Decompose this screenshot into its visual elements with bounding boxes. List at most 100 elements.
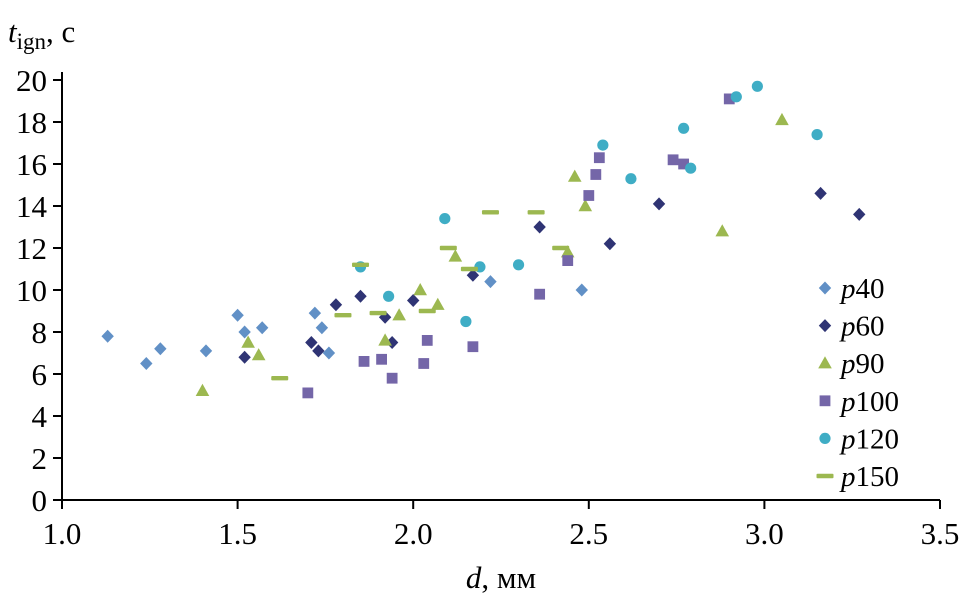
data-point-p90 xyxy=(251,348,266,361)
data-point-p100 xyxy=(583,190,595,201)
data-point-p100 xyxy=(593,152,605,164)
x-tick-label: 1.5 xyxy=(218,516,257,551)
data-point-p90 xyxy=(378,333,392,346)
data-point-p60 xyxy=(238,350,251,364)
x-axis-title: d, мм xyxy=(466,560,536,595)
data-point-p60 xyxy=(603,237,617,251)
data-point-p150 xyxy=(439,245,457,251)
data-point-p100 xyxy=(678,158,690,170)
data-point-p120 xyxy=(439,213,451,225)
data-point-p150 xyxy=(552,245,570,251)
legend-marker-p120 xyxy=(819,432,831,444)
data-point-p90 xyxy=(567,169,582,182)
data-point-p120 xyxy=(597,139,609,151)
legend-marker-p150 xyxy=(816,473,834,479)
data-point-p150 xyxy=(527,210,545,215)
y-axis-title: tign, с xyxy=(8,14,75,54)
data-point-p60 xyxy=(814,186,827,200)
data-point-p100 xyxy=(358,356,370,367)
data-point-p90 xyxy=(560,245,575,258)
data-point-p150 xyxy=(352,262,370,267)
legend-label-p40: p40 xyxy=(839,273,885,305)
data-point-p40 xyxy=(101,329,114,343)
data-point-p90 xyxy=(448,249,463,262)
data-point-p40 xyxy=(575,283,588,297)
data-point-p120 xyxy=(460,315,472,328)
y-tick-label: 20 xyxy=(16,63,47,98)
y-tick-label: 0 xyxy=(32,483,48,518)
legend-marker-p100 xyxy=(819,395,831,407)
data-point-p150 xyxy=(418,308,436,314)
legend-label-p150: p150 xyxy=(839,461,899,493)
series-p40 xyxy=(101,275,588,370)
y-tick-label: 16 xyxy=(16,147,47,182)
data-point-p150 xyxy=(369,310,387,316)
data-point-p90 xyxy=(430,297,445,310)
data-point-p120 xyxy=(678,122,690,134)
legend-label-p90: p90 xyxy=(839,348,885,380)
y-tick-label: 18 xyxy=(16,105,47,140)
x-tick-label: 2.5 xyxy=(569,516,608,551)
data-point-p90 xyxy=(195,383,210,396)
data-point-p60 xyxy=(652,197,666,211)
y-tick-label: 8 xyxy=(32,315,48,350)
data-point-p40 xyxy=(315,321,329,335)
x-tick-label: 2.0 xyxy=(394,516,433,551)
data-point-p60 xyxy=(354,289,367,303)
legend-marker-p40 xyxy=(818,281,832,295)
data-point-p120 xyxy=(383,290,395,302)
data-point-p120 xyxy=(751,80,763,92)
data-point-p100 xyxy=(590,169,602,180)
data-point-p120 xyxy=(625,173,637,185)
series-p120 xyxy=(354,80,823,328)
data-point-p90 xyxy=(413,283,428,296)
data-point-p40 xyxy=(484,275,497,289)
data-point-p100 xyxy=(376,353,387,365)
data-point-p40 xyxy=(154,342,167,356)
data-point-p150 xyxy=(271,376,289,381)
data-point-p60 xyxy=(305,336,318,349)
data-point-p60 xyxy=(466,268,480,282)
data-point-p90 xyxy=(775,112,789,126)
y-tick-label: 12 xyxy=(16,231,47,266)
data-point-p90 xyxy=(241,335,255,348)
legend-item-p60: p60 xyxy=(818,311,885,343)
legend-item-p40: p40 xyxy=(818,273,885,305)
series-p90 xyxy=(195,112,789,396)
data-point-p100 xyxy=(302,387,314,399)
legend-label-p120: p120 xyxy=(839,423,899,455)
legend-label-p60: p60 xyxy=(839,311,885,343)
legend-marker-p60 xyxy=(818,319,832,333)
legend: p40 p60 p90 p100 p120 p150 xyxy=(816,273,899,493)
legend-item-p100: p100 xyxy=(819,386,899,418)
data-point-p40 xyxy=(322,346,336,360)
data-point-p120 xyxy=(811,129,823,141)
x-tick-label: 1.0 xyxy=(43,516,82,551)
data-point-p100 xyxy=(534,288,546,300)
data-point-p40 xyxy=(238,325,251,339)
legend-marker-p90 xyxy=(818,356,832,369)
data-point-p90 xyxy=(392,308,406,321)
data-point-p60 xyxy=(853,207,866,221)
y-tick-label: 4 xyxy=(32,399,48,434)
series-p100 xyxy=(302,93,735,399)
data-point-p100 xyxy=(562,255,574,266)
data-point-p40 xyxy=(231,308,244,322)
data-point-p120 xyxy=(685,162,697,174)
y-tick-label: 6 xyxy=(32,357,48,392)
data-point-p100 xyxy=(386,372,398,384)
series-p60 xyxy=(238,186,866,364)
data-point-p60 xyxy=(407,294,420,307)
data-point-p100 xyxy=(421,335,433,346)
data-point-p60 xyxy=(312,344,325,358)
data-point-p40 xyxy=(199,344,213,358)
y-tick-label: 2 xyxy=(32,441,48,476)
data-point-p100 xyxy=(418,358,430,369)
data-point-p120 xyxy=(512,259,525,271)
data-point-p100 xyxy=(467,341,479,353)
data-point-p40 xyxy=(308,306,322,320)
data-point-p40 xyxy=(255,321,269,335)
x-tick-label: 3.0 xyxy=(745,516,784,551)
